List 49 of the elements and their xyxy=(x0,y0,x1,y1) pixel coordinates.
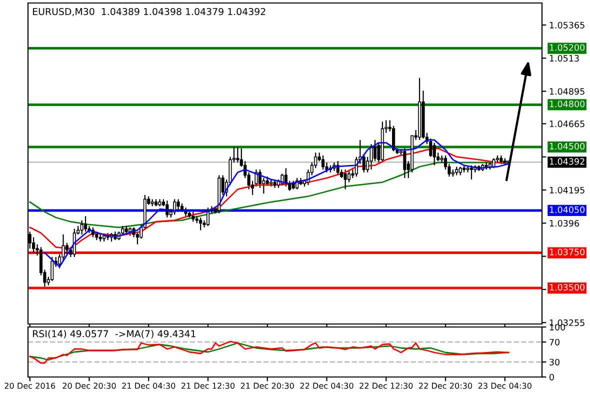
x-tick-label: 21 Dec 20:30 xyxy=(240,382,294,389)
line-series xyxy=(29,160,510,228)
ref-line-label: 1.03500 xyxy=(550,284,585,291)
ref-line-label: 1.05200 xyxy=(550,44,585,51)
y-tick-label: 70 xyxy=(550,338,560,346)
candlestick xyxy=(199,216,202,231)
x-tick-label: 20 Dec 2016 xyxy=(4,382,56,389)
ref-line-label: 1.04800 xyxy=(550,100,585,108)
y-tick-label: 1.04665 xyxy=(550,120,584,128)
candlestick xyxy=(492,158,496,169)
x-tick-label: 22 Dec 20:30 xyxy=(419,382,472,389)
candlestick xyxy=(373,139,377,162)
y-tick-label: 1.03255 xyxy=(550,319,584,326)
y-tick-label: 1.0513 xyxy=(550,54,579,62)
chart-title: EURUSD,M30 1.04389 1.04398 1.04379 1.04392 xyxy=(33,8,266,16)
y-tick-label: 1.04195 xyxy=(550,186,584,194)
x-tick-label: 22 Dec 12:30 xyxy=(360,382,413,389)
candlestick xyxy=(236,146,240,164)
y-tick-label: 1.04895 xyxy=(550,88,584,95)
candlestick xyxy=(440,154,444,164)
candlestick xyxy=(176,198,180,212)
y-tick-label: 30 xyxy=(550,358,560,366)
candlestick xyxy=(173,198,176,216)
ref-line-label: 1.04392 xyxy=(550,158,584,165)
candlestick xyxy=(432,142,436,166)
candlestick xyxy=(344,169,347,190)
candlestick xyxy=(403,148,406,179)
candlestick xyxy=(65,242,68,255)
candlestick xyxy=(370,144,373,170)
candlestick xyxy=(347,170,351,183)
candlestick xyxy=(192,211,195,222)
x-tick-label: 23 Dec 04:30 xyxy=(478,382,532,389)
candlestick xyxy=(362,153,366,173)
candlestick xyxy=(322,154,325,170)
chart-title: RSI(14) 49.0577 ->MA(7) 49.4341 xyxy=(33,330,196,338)
y-tick-label: 1.0396 xyxy=(550,220,580,227)
candlestick xyxy=(84,216,88,232)
x-tick-label: 21 Dec 12:30 xyxy=(181,382,235,389)
ref-line-label: 1.04050 xyxy=(550,206,585,214)
x-tick-label: 21 Dec 04:30 xyxy=(122,382,176,389)
ref-line-label: 1.04500 xyxy=(550,142,585,150)
y-tick-label: 1.05365 xyxy=(550,22,584,28)
x-tick-label: 22 Dec 04:30 xyxy=(300,382,354,389)
ref-line-label: 1.03750 xyxy=(550,248,585,256)
candlestick xyxy=(470,164,474,180)
candlestick xyxy=(50,256,54,282)
x-tick-label: 20 Dec 20:30 xyxy=(62,382,116,389)
candlestick xyxy=(80,220,84,235)
y-tick-label: 0 xyxy=(550,374,554,380)
